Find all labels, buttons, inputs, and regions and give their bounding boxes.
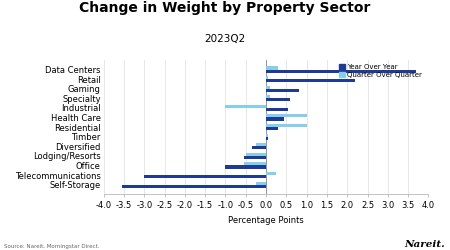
Bar — [144, 175, 266, 178]
Text: Change in Weight by Property Sector: Change in Weight by Property Sector — [79, 1, 371, 15]
Bar — [266, 70, 416, 72]
Bar — [266, 66, 278, 70]
Bar — [266, 127, 278, 130]
Bar — [244, 156, 266, 159]
Bar — [266, 108, 288, 111]
Bar — [266, 95, 270, 98]
Bar — [266, 172, 276, 175]
Bar — [266, 76, 268, 79]
Text: 2023Q2: 2023Q2 — [204, 34, 246, 44]
Bar — [266, 89, 298, 92]
Bar — [266, 114, 306, 117]
Bar — [266, 86, 270, 89]
Text: Nareit.: Nareit. — [405, 240, 446, 249]
Bar — [256, 143, 266, 146]
Bar — [266, 134, 268, 137]
Bar — [122, 185, 266, 188]
Bar — [225, 105, 266, 108]
Bar — [246, 153, 266, 156]
Bar — [266, 124, 306, 127]
Bar — [266, 98, 290, 101]
X-axis label: Percentage Points: Percentage Points — [228, 216, 304, 225]
Bar — [225, 166, 266, 168]
Bar — [266, 137, 268, 140]
Legend: Year Over Year, Quarter Over Quarter: Year Over Year, Quarter Over Quarter — [336, 61, 425, 81]
Bar — [252, 146, 266, 149]
Text: Source: Nareit, Morningstar Direct.: Source: Nareit, Morningstar Direct. — [4, 244, 100, 249]
Bar — [266, 79, 356, 82]
Bar — [244, 162, 266, 166]
Bar — [256, 182, 266, 185]
Bar — [266, 118, 284, 120]
